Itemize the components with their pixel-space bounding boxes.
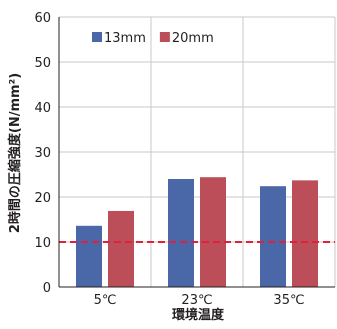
- axes: 0 10 20 30 40 50 60 5℃ 23℃ 35℃: [34, 11, 335, 308]
- legend: 13mm 20mm: [92, 31, 214, 46]
- x-tick-label: 35℃: [273, 293, 304, 308]
- legend-label: 20mm: [172, 31, 214, 46]
- bar-20mm-2: [292, 180, 318, 287]
- bars: [76, 177, 318, 287]
- bar-13mm-1: [168, 179, 194, 287]
- bar-20mm-0: [108, 210, 134, 287]
- legend-swatch: [92, 32, 102, 42]
- bar-20mm-1: [200, 177, 226, 287]
- y-axis-label: 2時間の圧縮強度(N/mm²): [7, 73, 23, 233]
- legend-swatch: [159, 32, 170, 42]
- bar-13mm-0: [76, 225, 102, 287]
- y-tick-label: 50: [34, 56, 51, 71]
- x-tick-label: 23℃: [181, 293, 212, 308]
- legend-label: 13mm: [104, 31, 146, 46]
- y-tick-label: 60: [34, 11, 51, 26]
- y-tick-label: 30: [34, 146, 51, 161]
- y-tick-label: 10: [34, 236, 51, 251]
- y-tick-label: 0: [43, 281, 51, 296]
- y-tick-label: 40: [34, 101, 51, 116]
- y-tick-label: 20: [34, 191, 51, 206]
- grid: [59, 16, 336, 287]
- bar-13mm-2: [260, 186, 286, 287]
- x-axis-label: 環境温度: [172, 307, 225, 323]
- x-tick-label: 5℃: [94, 293, 117, 308]
